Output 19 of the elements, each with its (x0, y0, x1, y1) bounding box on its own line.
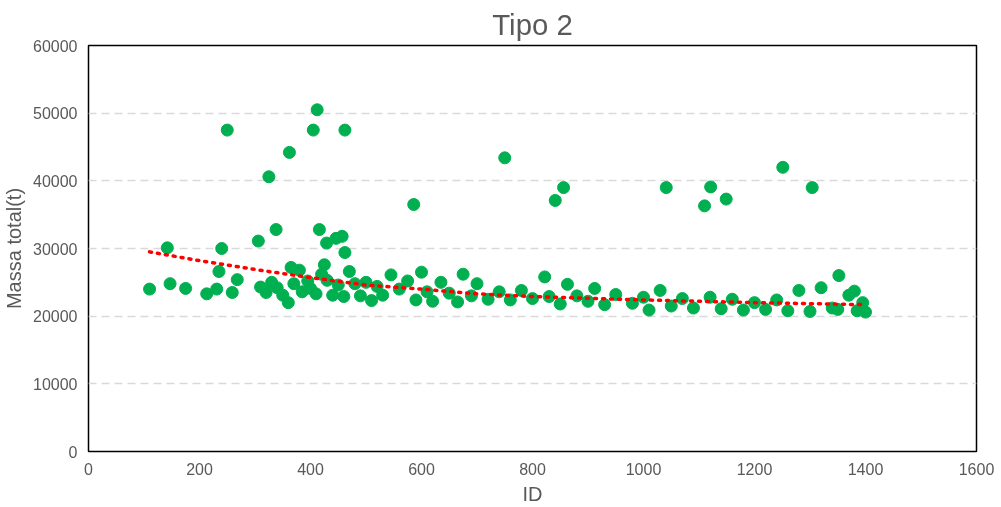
x-tick-label: 400 (297, 460, 324, 478)
y-tick-label: 60000 (33, 37, 78, 55)
x-tick-label: 600 (408, 460, 435, 478)
y-tick-label: 0 (68, 443, 78, 461)
y-tick-label: 50000 (33, 105, 78, 123)
x-tick-label: 800 (519, 460, 546, 478)
y-axis-title: Massa total(t) (3, 187, 26, 310)
x-tick-label: 1400 (847, 460, 884, 478)
x-tick-label: 0 (84, 460, 94, 478)
x-tick-label: 1200 (736, 460, 773, 478)
chart-title: Tipo 2 (492, 7, 573, 41)
y-tick-label: 10000 (33, 375, 78, 393)
y-tick-label: 20000 (33, 308, 78, 326)
x-tick-label: 200 (186, 460, 213, 478)
y-tick-label: 30000 (33, 240, 78, 258)
y-tick-label: 40000 (33, 172, 78, 190)
x-tick-label: 1600 (958, 460, 995, 478)
x-tick-label: 1000 (625, 460, 662, 478)
x-axis-title: ID (522, 482, 543, 505)
